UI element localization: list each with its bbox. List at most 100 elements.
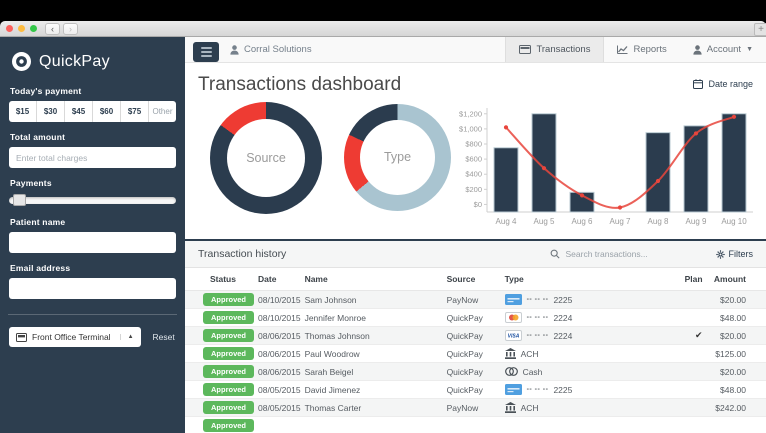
table-row-partial[interactable]: Approved xyxy=(185,416,766,433)
status-badge: Approved xyxy=(203,383,255,396)
cell-status: Approved xyxy=(185,326,259,345)
tab-account[interactable]: Account ▼ xyxy=(680,37,766,62)
filters-button[interactable]: Filters xyxy=(715,249,754,259)
charts-row: Source Type $0 $200 $400 $600 $800 $1,000 $1,2… xyxy=(185,98,766,239)
window-chrome: ‹ › + xyxy=(0,21,766,37)
transaction-table: Status Date Name Source Type Plan Amount Appro… xyxy=(185,268,766,433)
cell-empty xyxy=(706,416,766,433)
bar-aug-5 xyxy=(531,113,557,213)
quickpay-logo-icon xyxy=(11,51,32,72)
forward-button[interactable]: › xyxy=(63,22,78,35)
slider-handle[interactable] xyxy=(13,194,26,206)
patient-name-label: Patient name xyxy=(10,217,66,227)
masked-digits: -- -- -- xyxy=(526,314,549,321)
email-label: Email address xyxy=(10,263,71,273)
amount-button-45[interactable]: $45 xyxy=(65,101,93,122)
plan-check-icon: ✔ xyxy=(695,330,703,340)
table-row[interactable]: Approved 08/06/2015 Sarah Beigel QuickPay Ca… xyxy=(185,362,766,381)
amount-button-75[interactable]: $75 xyxy=(121,101,149,122)
cell-amount: $48.00 xyxy=(706,380,766,399)
amount-button-30[interactable]: $30 xyxy=(37,101,65,122)
trend-point xyxy=(693,131,699,136)
patient-name-input[interactable] xyxy=(9,232,176,253)
card-visa-icon: VISA xyxy=(504,330,522,341)
cell-name: Thomas Johnson xyxy=(304,326,447,345)
cell-amount: $20.00 xyxy=(706,290,766,309)
reset-button[interactable]: Reset xyxy=(152,332,175,342)
payments-slider[interactable] xyxy=(9,193,176,207)
amount-button-15[interactable]: $15 xyxy=(9,101,37,122)
amount-button-60[interactable]: $60 xyxy=(93,101,121,122)
payment-type: ACH xyxy=(504,402,649,413)
column-header-status: Status xyxy=(185,268,259,291)
cell-date: 08/10/2015 xyxy=(258,290,305,309)
sidebar-divider xyxy=(8,314,177,315)
search-transactions-input[interactable] xyxy=(565,249,696,259)
email-input[interactable] xyxy=(9,278,176,299)
company-label: Corral Solutions xyxy=(244,44,312,55)
total-amount-input[interactable] xyxy=(9,147,176,168)
type-label: 2224 xyxy=(553,312,573,323)
app-window: QuickPay Today's payment $15 $30 $45 $60 $75… xyxy=(0,37,766,433)
column-header-amount: Amount xyxy=(706,268,766,291)
cell-plan xyxy=(652,290,707,309)
cell-date: 08/06/2015 xyxy=(258,362,305,381)
zoom-button[interactable] xyxy=(30,25,37,32)
tab-transactions[interactable]: Transactions xyxy=(505,37,605,62)
minimize-button[interactable] xyxy=(18,25,25,32)
menu-toggle-button[interactable] xyxy=(193,42,219,62)
quick-amount-group: $15 $30 $45 $60 $75 Other xyxy=(9,101,176,122)
tab-reports[interactable]: Reports xyxy=(604,37,679,62)
table-row[interactable]: Approved 08/06/2015 Thomas Johnson QuickPay… xyxy=(185,326,766,345)
cell-status: Approved xyxy=(185,308,259,327)
terminal-select-button[interactable]: Front Office Terminal ▲ xyxy=(9,327,141,347)
caret-up-icon: ▲ xyxy=(119,334,134,340)
transaction-history-section: Transaction history Filters xyxy=(185,239,766,433)
cell-plan xyxy=(652,398,707,417)
nav-tabs: Transactions Reports Account ▼ xyxy=(505,37,766,62)
payment-type: VISA -- -- -- 2224 xyxy=(504,330,649,341)
cell-status: Approved xyxy=(185,416,259,433)
back-button[interactable]: ‹ xyxy=(45,22,60,35)
cell-source: QuickPay xyxy=(446,344,505,363)
cell-amount: $20.00 xyxy=(706,362,766,381)
cell-empty xyxy=(446,416,505,433)
company-name: Corral Solutions xyxy=(230,37,312,62)
cell-status: Approved xyxy=(185,344,259,363)
caret-down-icon: ▼ xyxy=(746,46,753,53)
table-row[interactable]: Approved 08/05/2015 Thomas Carter PayNow ACH… xyxy=(185,398,766,417)
source-donut-chart: Source xyxy=(210,102,322,214)
cell-plan xyxy=(652,308,707,327)
masked-digits: -- -- -- xyxy=(526,296,549,303)
type-donut-chart: Type xyxy=(344,104,451,211)
date-range-button[interactable]: Date range xyxy=(693,79,753,89)
cell-type: VISA -- -- -- 2224 xyxy=(504,326,653,345)
trend-point xyxy=(541,166,547,171)
cell-empty xyxy=(652,416,707,433)
amount-button-other[interactable]: Other xyxy=(149,101,176,122)
table-row[interactable]: Approved 08/10/2015 Sam Johnson PayNow -- --… xyxy=(185,290,766,309)
svg-text:Aug 7: Aug 7 xyxy=(610,217,631,226)
svg-text:$200: $200 xyxy=(465,185,482,194)
main-content: Corral Solutions Transactions Reports Acco… xyxy=(185,37,766,433)
cell-type: -- -- -- 2225 xyxy=(504,290,653,309)
close-button[interactable] xyxy=(6,25,13,32)
cell-status: Approved xyxy=(185,398,259,417)
user-icon xyxy=(693,44,702,55)
status-badge: Approved xyxy=(203,293,255,306)
cell-plan xyxy=(652,380,707,399)
table-row[interactable]: Approved 08/10/2015 Jennifer Monroe QuickPa… xyxy=(185,308,766,327)
card-mastercard-icon xyxy=(504,312,522,323)
history-title: Transaction history xyxy=(198,248,287,260)
filters-label: Filters xyxy=(728,249,754,259)
terminal-row: Front Office Terminal ▲ Reset xyxy=(9,327,176,347)
table-row[interactable]: Approved 08/06/2015 Paul Woodrow QuickPay AC… xyxy=(185,344,766,363)
payment-type: -- -- -- 2225 xyxy=(504,384,649,395)
cell-type: Cash xyxy=(504,362,653,381)
svg-text:Aug 6: Aug 6 xyxy=(572,217,593,226)
table-row[interactable]: Approved 08/05/2015 David Jimenez QuickPay -… xyxy=(185,380,766,399)
cell-name: Jennifer Monroe xyxy=(304,308,447,327)
type-label: 2225 xyxy=(553,294,573,305)
cell-empty xyxy=(304,416,447,433)
new-tab-button[interactable]: + xyxy=(754,23,766,36)
